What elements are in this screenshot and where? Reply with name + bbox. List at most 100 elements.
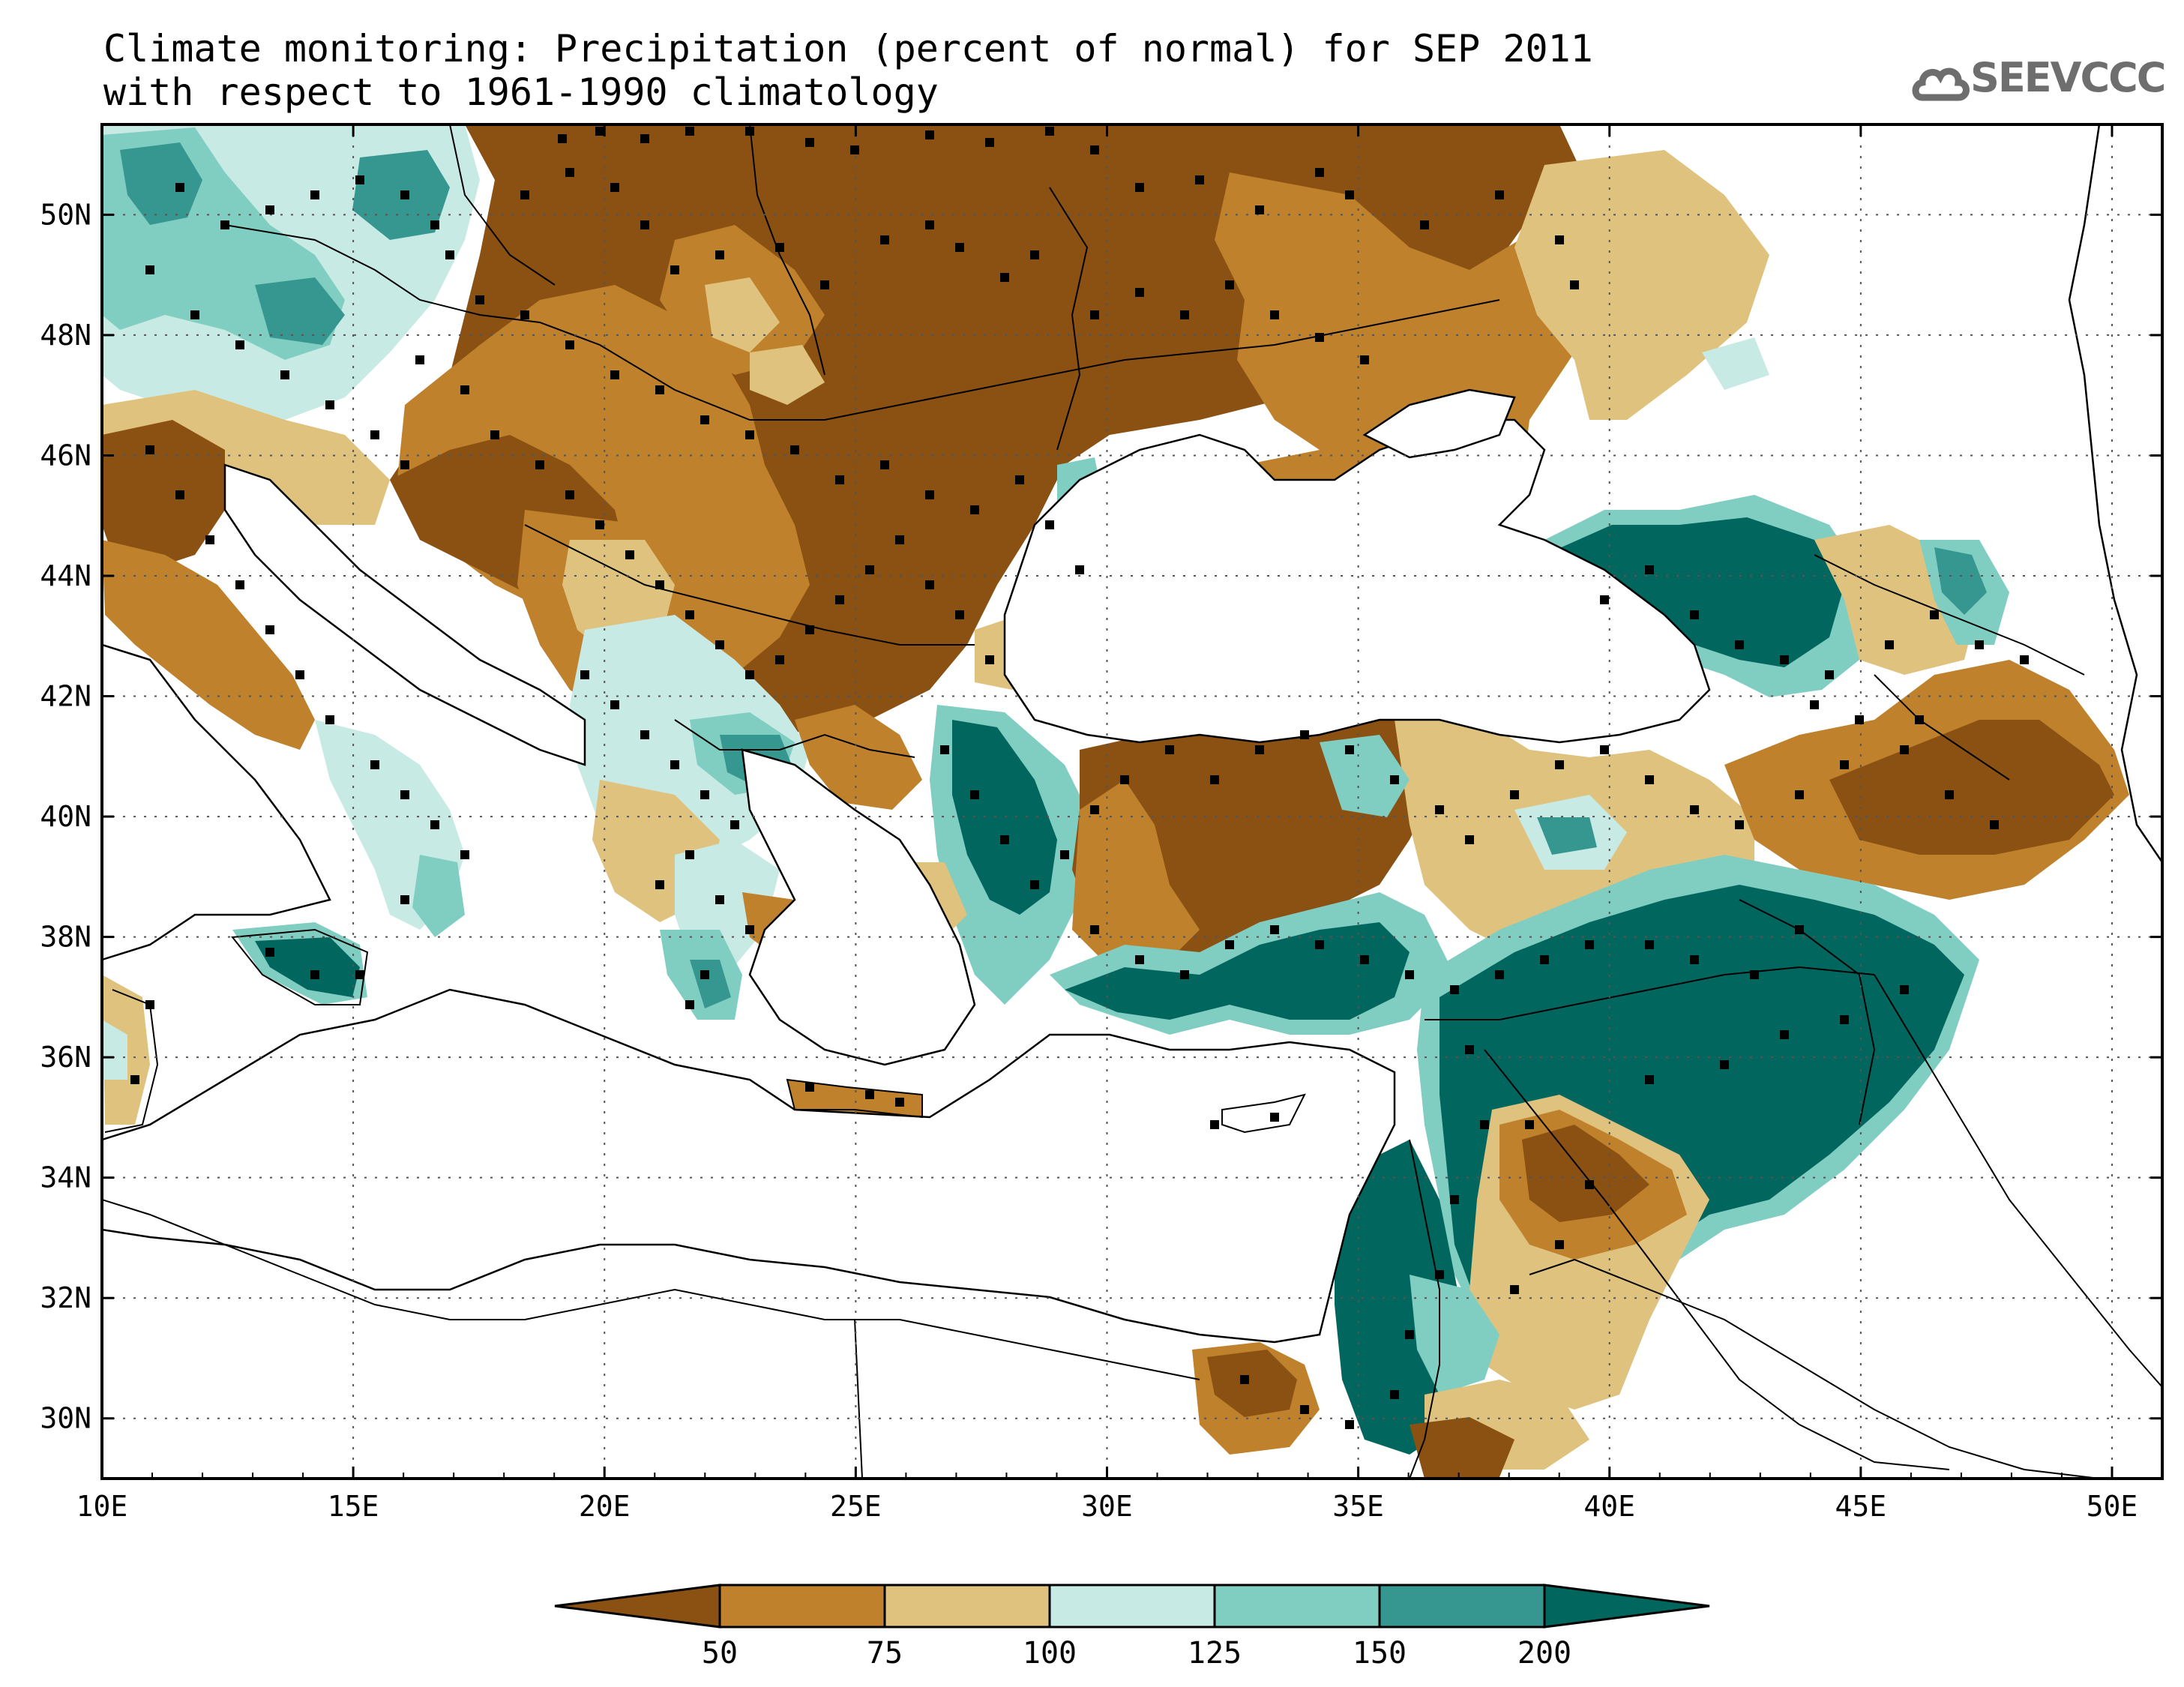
station-marker	[265, 205, 274, 214]
station-marker	[580, 670, 589, 679]
station-marker	[1390, 775, 1399, 784]
station-marker	[310, 190, 319, 199]
field-thrace-moderate	[795, 705, 922, 810]
x-tick-label: 20E	[579, 1490, 631, 1523]
station-marker	[415, 355, 424, 364]
station-marker	[1135, 288, 1144, 297]
colorbar-label: 150	[1353, 1636, 1407, 1671]
station-marker	[175, 490, 184, 499]
station-marker	[715, 250, 724, 259]
station-marker	[1480, 1120, 1489, 1129]
station-marker	[1945, 790, 1954, 799]
colorbar-label: 50	[702, 1636, 738, 1671]
station-marker	[1645, 775, 1654, 784]
colorbar: 50 75 100 125 150 200	[554, 1584, 1710, 1671]
station-marker	[1780, 655, 1789, 664]
field-iraq-dry-core	[1522, 1125, 1649, 1222]
station-marker	[805, 625, 814, 634]
station-marker	[640, 134, 649, 143]
field-sardinia-wet	[102, 1020, 127, 1080]
station-marker	[1270, 1113, 1279, 1122]
station-marker	[1525, 1120, 1534, 1129]
station-marker	[1060, 850, 1069, 859]
station-marker	[145, 1000, 154, 1009]
station-marker	[625, 550, 634, 559]
station-marker	[880, 235, 889, 244]
station-marker	[1315, 168, 1324, 177]
station-marker	[895, 1098, 904, 1107]
station-marker	[520, 190, 529, 199]
x-tick-label: 40E	[1583, 1490, 1635, 1523]
station-marker	[558, 134, 567, 143]
station-marker	[1780, 1030, 1789, 1039]
y-tick-label: 38N	[40, 921, 91, 954]
station-marker	[1210, 775, 1219, 784]
station-marker	[1900, 985, 1909, 994]
station-marker	[1135, 183, 1144, 192]
station-marker	[1855, 715, 1864, 724]
station-marker	[1345, 745, 1354, 754]
crete-outline	[786, 1078, 923, 1119]
x-tick-label: 50E	[2087, 1490, 2138, 1523]
station-marker	[535, 460, 544, 469]
tyrrhenian-sea	[102, 643, 331, 961]
station-marker	[1075, 565, 1084, 574]
field-austria-wet	[255, 277, 345, 345]
mediterranean-sea	[102, 988, 1396, 1344]
sea-of-azov	[1362, 388, 1516, 459]
y-tick-label: 36N	[40, 1041, 91, 1074]
field-sicily-wet	[255, 937, 360, 997]
station-marker	[655, 580, 664, 589]
y-tick-label: 40N	[40, 800, 91, 833]
map-frame	[100, 123, 2164, 1480]
field-crete-moderate	[787, 1080, 922, 1117]
y-tick-label: 42N	[40, 680, 91, 713]
station-marker	[1795, 925, 1804, 934]
station-marker	[475, 295, 484, 304]
station-marker	[1030, 250, 1039, 259]
station-marker	[400, 790, 409, 799]
station-marker	[1315, 333, 1324, 342]
station-marker	[1930, 610, 1939, 619]
station-marker	[715, 895, 724, 904]
station-marker	[880, 460, 889, 469]
station-marker	[865, 565, 874, 574]
field-saudi-dry	[1410, 1417, 1514, 1479]
station-marker	[745, 127, 754, 136]
station-marker	[1390, 1390, 1399, 1399]
station-marker	[460, 385, 469, 394]
station-marker	[685, 1000, 694, 1009]
field-italy-south-wetter	[412, 855, 465, 937]
station-marker	[265, 948, 274, 957]
station-marker	[820, 280, 829, 289]
station-marker	[895, 535, 904, 544]
station-marker	[1495, 190, 1504, 199]
station-marker	[1405, 1330, 1414, 1339]
station-marker	[655, 880, 664, 889]
colorbar-box	[1048, 1584, 1216, 1629]
map-area	[102, 124, 2162, 1479]
station-marker	[1300, 730, 1309, 739]
seas	[102, 124, 2162, 1344]
station-marker	[1495, 970, 1504, 979]
field-peloponnese-wet-high	[690, 960, 731, 1008]
sicily-outline	[231, 928, 369, 1005]
station-marker	[1585, 940, 1594, 949]
station-marker	[1090, 805, 1099, 814]
station-marker	[955, 610, 964, 619]
station-marker	[130, 1075, 139, 1084]
station-marker	[1360, 955, 1369, 964]
station-marker	[235, 340, 244, 349]
station-marker	[1600, 595, 1609, 604]
station-marker	[1270, 925, 1279, 934]
station-marker	[595, 520, 604, 529]
station-marker	[1885, 640, 1894, 649]
station-marker	[1735, 820, 1744, 829]
station-marker	[145, 265, 154, 274]
station-marker	[1000, 835, 1009, 844]
field-anatolia-center-wet	[1320, 735, 1410, 817]
station-marker	[295, 670, 304, 679]
field-anatolia-center-wet-mid	[1537, 817, 1597, 855]
station-marker	[1690, 955, 1699, 964]
